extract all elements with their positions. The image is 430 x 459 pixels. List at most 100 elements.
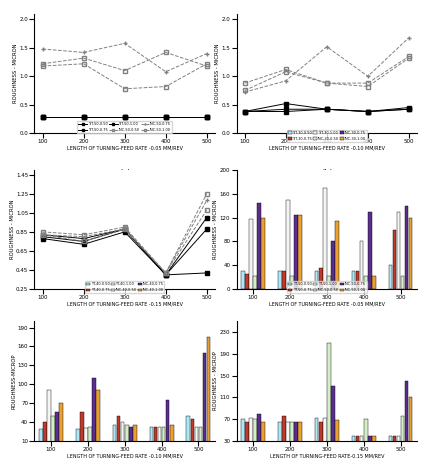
Bar [261, 422, 265, 457]
Bar [298, 214, 302, 289]
Bar [396, 212, 400, 289]
Bar [396, 437, 400, 457]
Bar [257, 414, 261, 457]
Bar [162, 427, 166, 447]
X-axis label: LENGTH OF TURNING-FEED RATE -0.15 MM/REV: LENGTH OF TURNING-FEED RATE -0.15 MM/REV [67, 302, 183, 307]
Bar [194, 427, 198, 447]
Bar [356, 271, 359, 289]
Bar [47, 391, 51, 447]
Bar [84, 428, 88, 447]
Bar [364, 419, 368, 457]
Bar [249, 219, 253, 289]
Bar [335, 420, 339, 457]
Bar [393, 230, 396, 289]
Bar [125, 425, 129, 447]
Bar [282, 271, 286, 289]
Y-axis label: ROUGHNESS - MICRON: ROUGHNESS - MICRON [215, 44, 220, 103]
Y-axis label: ROUGHNESS - MICRON: ROUGHNESS - MICRON [9, 200, 15, 259]
Bar [39, 429, 43, 447]
Bar [150, 427, 153, 447]
Legend: TT-40-0.50, TT-40-0.75, TT-40-1.00, INC-40-0.50, INC-40-0.75, INC-40-1.00: TT-40-0.50, TT-40-0.75, TT-40-1.00, INC-… [85, 281, 164, 293]
X-axis label: LENGTH OF TURNING-FEED RATE -0.05 MM/REV: LENGTH OF TURNING-FEED RATE -0.05 MM/REV [67, 146, 183, 151]
Bar [290, 422, 294, 457]
Bar [249, 418, 253, 457]
Bar [409, 397, 412, 457]
Bar [393, 437, 396, 457]
Y-axis label: ROUGHNESS - MICRON: ROUGHNESS - MICRON [213, 200, 218, 259]
Title: (b): (b) [321, 168, 333, 178]
Bar [190, 419, 194, 447]
Bar [315, 271, 319, 289]
Bar [80, 412, 83, 447]
Bar [368, 212, 372, 289]
Y-axis label: ROUGHNESS - MICRON: ROUGHNESS - MICRON [13, 44, 18, 103]
X-axis label: LENGTH OF TURNING-FEED RATE -0.10 MM/REV: LENGTH OF TURNING-FEED RATE -0.10 MM/REV [67, 453, 183, 458]
Title: (d): (d) [321, 325, 333, 334]
Bar [117, 415, 120, 447]
Bar [331, 241, 335, 289]
Title: (b): (b) [119, 325, 131, 334]
Bar [92, 378, 96, 447]
Bar [352, 271, 355, 289]
Bar [278, 422, 282, 457]
Bar [331, 386, 335, 457]
Bar [298, 422, 302, 457]
Bar [368, 437, 372, 457]
Bar [257, 203, 261, 289]
Bar [282, 416, 286, 457]
Legend: TT-50-0.50, TT-50-0.75, TT-50-1.00, INC-50-0.50, INC-50-0.75, INC-50-1.00: TT-50-0.50, TT-50-0.75, TT-50-1.00, INC-… [287, 281, 366, 293]
X-axis label: LENGTH OF TURNING-FEED RATE -0.10 MM/REV: LENGTH OF TURNING-FEED RATE -0.10 MM/REV [269, 146, 385, 151]
X-axis label: LENGTH OF TURNING-FEED RATE-0.15 MM/REV: LENGTH OF TURNING-FEED RATE-0.15 MM/REV [270, 453, 384, 458]
Bar [278, 271, 282, 289]
Bar [356, 437, 359, 457]
Bar [372, 276, 376, 289]
Bar [327, 276, 331, 289]
Bar [203, 353, 206, 447]
Bar [59, 403, 63, 447]
Bar [166, 400, 169, 447]
Bar [170, 425, 174, 447]
Bar [401, 416, 404, 457]
Bar [245, 274, 249, 289]
Bar [327, 343, 331, 457]
Bar [253, 419, 257, 457]
Bar [364, 276, 368, 289]
Bar [401, 276, 404, 289]
Bar [389, 437, 392, 457]
Bar [360, 437, 363, 457]
Bar [241, 419, 245, 457]
Bar [51, 415, 55, 447]
Bar [207, 337, 210, 447]
Bar [286, 422, 290, 457]
Bar [121, 422, 125, 447]
Bar [129, 427, 132, 447]
Bar [389, 265, 392, 289]
Bar [319, 422, 322, 457]
Bar [405, 381, 408, 457]
Bar [113, 425, 117, 447]
Bar [199, 427, 202, 447]
Bar [405, 206, 408, 289]
Bar [290, 276, 294, 289]
Bar [133, 425, 137, 447]
Bar [261, 218, 265, 289]
Bar [43, 422, 47, 447]
Bar [323, 188, 327, 289]
Bar [409, 218, 412, 289]
Bar [88, 427, 92, 447]
Y-axis label: ROUGHNESS - MICROP: ROUGHNESS - MICROP [213, 352, 218, 410]
Bar [286, 200, 290, 289]
Bar [335, 221, 339, 289]
Bar [352, 437, 355, 457]
Bar [294, 214, 298, 289]
Bar [245, 422, 249, 457]
Bar [96, 391, 100, 447]
Bar [360, 241, 363, 289]
Bar [76, 429, 80, 447]
Legend: TIT-30-0.50, TIT-30-0.75, TIT-30-1.00, INC-30-0.50, INC-30-0.75, INC-30-1.00: TIT-30-0.50, TIT-30-0.75, TIT-30-1.00, I… [286, 130, 367, 142]
Bar [323, 418, 327, 457]
X-axis label: LENGTH OF TURNING-FEED RATE -0.05 MM/REV: LENGTH OF TURNING-FEED RATE -0.05 MM/REV [269, 302, 385, 307]
Legend: TIT-50-0.50, TIT-50-0.75, TIT-50-1.00, INC-50-0.50, INC-50-0.75, INC-50-1.00: TIT-50-0.50, TIT-50-0.75, TIT-50-1.00, I… [77, 122, 172, 133]
Bar [372, 437, 376, 457]
Bar [294, 422, 298, 457]
